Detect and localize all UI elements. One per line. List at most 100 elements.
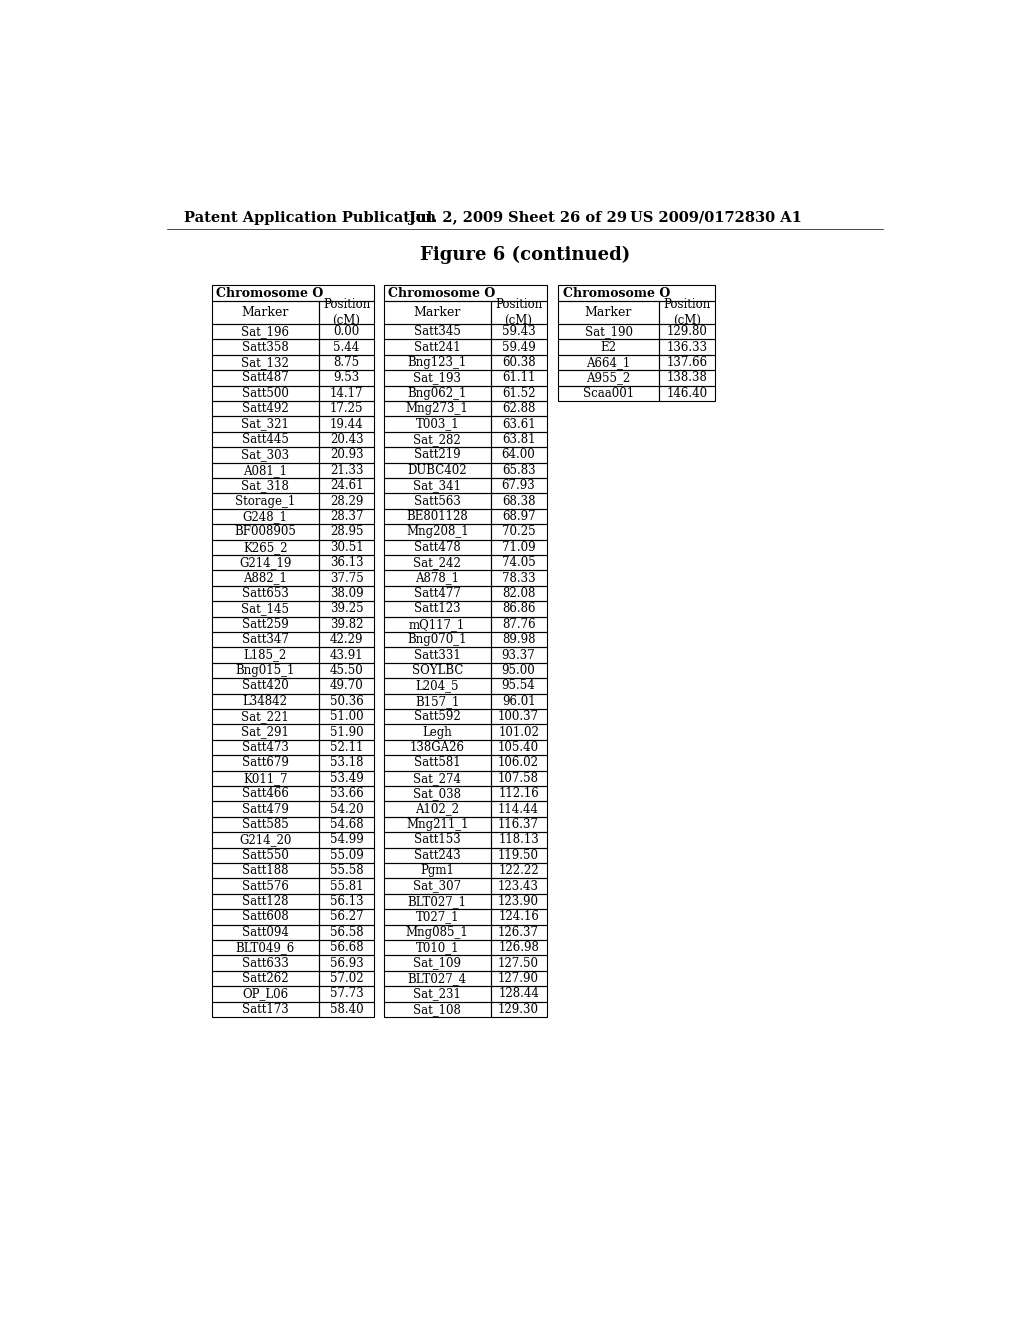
Text: 86.86: 86.86 [502,602,536,615]
Bar [384,616,490,632]
Bar [490,554,547,570]
Text: Satt550: Satt550 [242,849,289,862]
Text: 55.81: 55.81 [330,879,364,892]
Text: Sat_190: Sat_190 [585,325,633,338]
Text: Position
(cM): Position (cM) [495,298,543,327]
Text: 45.50: 45.50 [330,664,364,677]
Text: Sat_282: Sat_282 [414,433,461,446]
Text: 56.27: 56.27 [330,911,364,924]
Bar [318,771,375,785]
Bar [384,447,490,462]
Bar [490,447,547,462]
Bar [212,462,318,478]
Bar [212,401,318,416]
Bar [318,601,375,616]
Bar [384,647,490,663]
Bar [384,508,490,524]
Text: Position
(cM): Position (cM) [664,298,711,327]
Bar [384,956,490,970]
Text: G214_19: G214_19 [239,556,292,569]
Text: Satt477: Satt477 [414,587,461,601]
Text: G214_20: G214_20 [239,833,292,846]
Bar [384,416,490,432]
Text: 123.43: 123.43 [498,879,539,892]
Text: 138GA26: 138GA26 [410,741,465,754]
Text: Sat_341: Sat_341 [414,479,461,492]
Bar [384,385,490,401]
Bar [318,524,375,540]
Bar [318,709,375,725]
Bar [212,832,318,847]
Bar [490,771,547,785]
Text: T010_1: T010_1 [416,941,459,954]
Bar [318,801,375,817]
Text: 19.44: 19.44 [330,417,364,430]
Bar [384,771,490,785]
Bar [318,416,375,432]
Bar [212,616,318,632]
Text: B157_1: B157_1 [415,694,460,708]
Bar [384,339,490,355]
Text: A878_1: A878_1 [415,572,459,585]
Text: Satt445: Satt445 [242,433,289,446]
Text: 17.25: 17.25 [330,403,364,416]
Text: T003_1: T003_1 [416,417,459,430]
Bar [558,370,658,385]
Text: Sat_318: Sat_318 [242,479,289,492]
Bar [490,801,547,817]
Bar [212,285,375,301]
Text: Satt347: Satt347 [242,634,289,647]
Bar [212,432,318,447]
Bar [658,323,715,339]
Bar [318,832,375,847]
Bar [384,478,490,494]
Bar [318,632,375,647]
Text: Satt576: Satt576 [242,879,289,892]
Text: 68.97: 68.97 [502,510,536,523]
Text: A102_2: A102_2 [415,803,459,816]
Text: 67.93: 67.93 [502,479,536,492]
Text: 74.05: 74.05 [502,556,536,569]
Bar [384,832,490,847]
Text: Satt478: Satt478 [414,541,461,554]
Text: 105.40: 105.40 [498,741,540,754]
Bar [384,570,490,586]
Bar [558,285,715,301]
Bar [318,323,375,339]
Bar [384,755,490,771]
Bar [384,986,490,1002]
Bar [318,494,375,508]
Bar [384,432,490,447]
Bar [384,462,490,478]
Bar [318,693,375,709]
Text: G248_1: G248_1 [243,510,288,523]
Text: Bng123_1: Bng123_1 [408,356,467,370]
Bar [490,847,547,863]
Bar [318,478,375,494]
Bar [384,817,490,832]
Text: 116.37: 116.37 [498,818,539,832]
Bar [212,385,318,401]
Bar [490,924,547,940]
Text: 56.68: 56.68 [330,941,364,954]
Text: 21.33: 21.33 [330,463,364,477]
Bar [212,632,318,647]
Bar [384,693,490,709]
Text: Chromosome O: Chromosome O [563,286,670,300]
Bar [490,508,547,524]
Text: Mng273_1: Mng273_1 [406,403,469,416]
Bar [318,970,375,986]
Bar [318,894,375,909]
Text: 28.37: 28.37 [330,510,364,523]
Text: 50.36: 50.36 [330,694,364,708]
Text: Sat_193: Sat_193 [414,371,461,384]
Bar [384,554,490,570]
Text: Position
(cM): Position (cM) [323,298,370,327]
Bar [212,508,318,524]
Text: Satt153: Satt153 [414,833,461,846]
Bar [212,785,318,801]
Text: Bng070_1: Bng070_1 [408,634,467,647]
Bar [212,323,318,339]
Text: Satt262: Satt262 [242,972,289,985]
Text: 107.58: 107.58 [498,772,539,785]
